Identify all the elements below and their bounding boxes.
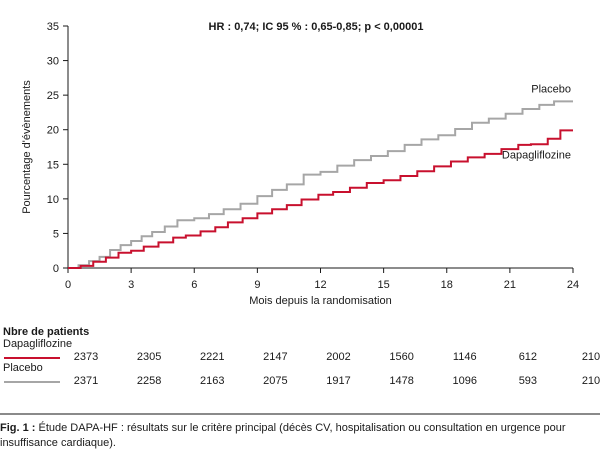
risk-table-cell: 2305: [136, 351, 162, 363]
risk-table-cell: 1096: [452, 375, 477, 387]
risk-table-heading: Nbre de patients: [3, 326, 90, 338]
y-axis-title: Pourcentage d'évènements: [21, 80, 33, 214]
x-tick-label: 9: [254, 279, 260, 291]
series-label-dapagliflozine: Dapagliflozine: [502, 149, 571, 161]
figure-caption: Fig. 1 : Étude DAPA-HF : résultats sur l…: [0, 421, 600, 451]
caption-text: Étude DAPA-HF : résultats sur le critère…: [0, 422, 566, 449]
risk-table: Nbre de patients Dapagliflozine 2373 2305 2…: [0, 326, 600, 408]
x-tick-label: 24: [567, 279, 579, 291]
risk-table-cell: 210: [581, 375, 600, 387]
risk-table-cell: 593: [518, 375, 538, 387]
km-chart: 0 5 10 15 20 25 30 35 0 3 6 9 12 15 18 21 24 Mois depuis …: [21, 21, 579, 307]
risk-table-cell: 1560: [389, 351, 414, 363]
caption-divider: [0, 413, 600, 415]
x-tick-label: 21: [504, 279, 516, 291]
risk-table-cell: 2371: [73, 375, 99, 387]
hazard-ratio-annotation: HR : 0,74; IC 95 % : 0,65-0,85; p < 0,00…: [209, 21, 424, 33]
x-tick-label: 0: [65, 279, 71, 291]
risk-table-cell: 2221: [200, 351, 225, 363]
risk-table-cell: 1146: [452, 351, 477, 363]
risk-group-swatch: [4, 381, 60, 383]
x-tick-label: 18: [441, 279, 453, 291]
y-tick-label: 25: [47, 90, 59, 102]
x-tick-label: 3: [128, 279, 134, 291]
y-tick-label: 0: [53, 263, 59, 275]
risk-table-cell: 612: [518, 351, 538, 363]
y-tick-label: 5: [53, 228, 59, 240]
risk-table-cell: 1478: [389, 375, 414, 387]
y-tick-label: 35: [47, 21, 59, 33]
series-label-placebo: Placebo: [531, 83, 571, 95]
risk-table-cell: 2002: [326, 351, 351, 363]
series-line-dapagliflozine: [68, 129, 573, 269]
y-tick-label: 30: [47, 56, 59, 68]
risk-table-cell: 2163: [200, 375, 225, 387]
y-tick-label: 20: [47, 125, 59, 137]
risk-table-cell: 2373: [73, 351, 99, 363]
risk-table-cell: 2258: [136, 375, 162, 387]
x-tick-label: 12: [314, 279, 326, 291]
risk-group-swatch: [4, 357, 60, 359]
x-axis-title: Mois depuis la randomisation: [249, 295, 391, 307]
risk-table-cell: 1917: [326, 375, 351, 387]
risk-group-label: Dapagliflozine: [3, 338, 73, 350]
y-tick-label: 10: [47, 194, 59, 206]
x-tick-label: 6: [191, 279, 197, 291]
y-tick-label: 15: [47, 159, 59, 171]
risk-table-cell: 2075: [263, 375, 288, 387]
caption-label: Fig. 1 :: [0, 422, 36, 434]
risk-group-label: Placebo: [3, 362, 43, 374]
risk-table-cell: 210: [581, 351, 600, 363]
series-line-placebo: [68, 100, 573, 269]
risk-table-cell: 2147: [263, 351, 288, 363]
x-tick-label: 15: [378, 279, 390, 291]
